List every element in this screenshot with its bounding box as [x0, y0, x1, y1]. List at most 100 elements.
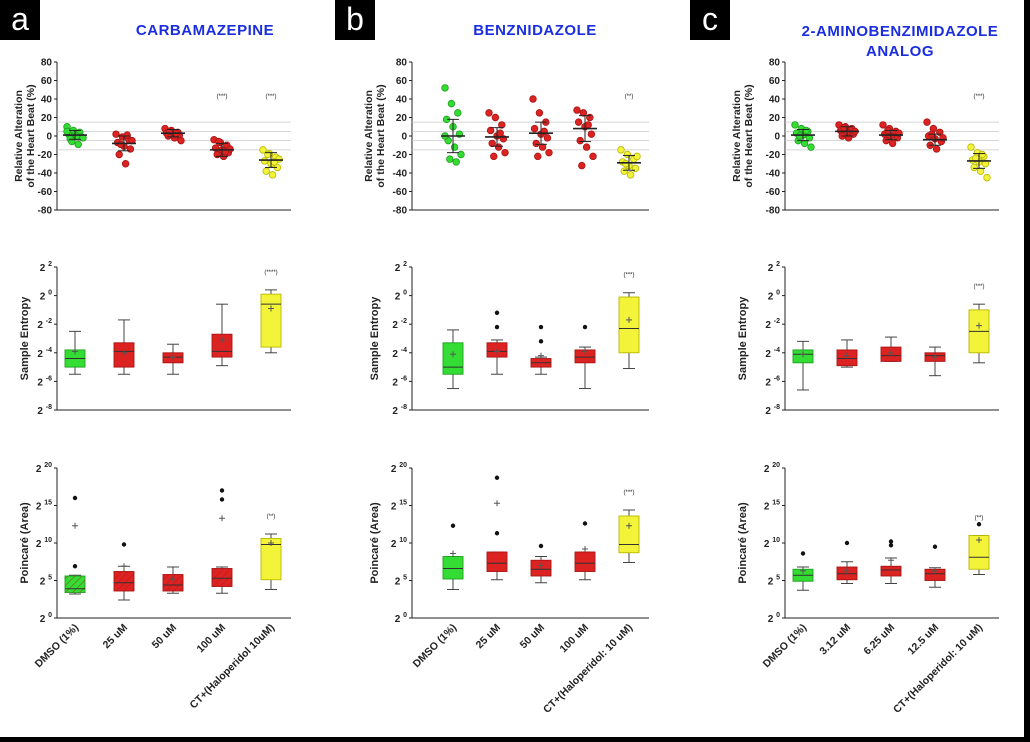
- outlier-point: [582, 324, 588, 330]
- y-axis-label: Poincaré (Area): [369, 502, 381, 584]
- data-point: [587, 130, 596, 138]
- y-tick-label: 2 -2: [37, 318, 52, 331]
- data-point: [450, 143, 459, 151]
- x-category-label: 100 uM: [194, 621, 228, 655]
- y-axis-label-text: Poincaré (Area): [737, 502, 749, 584]
- x-category-text: 50 uM: [518, 621, 548, 651]
- data-point: [486, 126, 495, 135]
- y-tick-label: 2 0: [768, 290, 780, 303]
- data-point: [446, 155, 454, 163]
- y-tick-label: 2 10: [36, 537, 52, 550]
- y-tick-label: 2 -8: [765, 404, 780, 417]
- data-point: [617, 146, 625, 154]
- box-hatch: [163, 574, 183, 591]
- y-axis-label-line2: of the Heart Beat (%): [25, 84, 37, 187]
- data-point: [501, 148, 509, 157]
- data-point: [177, 136, 185, 145]
- data-point: [796, 132, 804, 140]
- x-category-text: 100 uM: [194, 621, 228, 655]
- y-tick-label: 20: [41, 113, 53, 124]
- y-tick-label: 2 -4: [392, 347, 407, 360]
- outlier-point: [494, 475, 500, 480]
- y-tick-label: -80: [766, 206, 781, 217]
- data-point: [488, 139, 496, 148]
- y-tick-label: -20: [38, 150, 53, 161]
- data-point: [535, 109, 544, 117]
- x-category-text: 12.5 uM: [905, 621, 941, 657]
- x-category-label: DMSO (1%): [411, 622, 460, 671]
- x-category-text: CT+(Haloperidol: 10 uM): [891, 622, 985, 716]
- outlier-point: [888, 539, 894, 544]
- y-tick-label: -20: [393, 150, 408, 161]
- data-point: [888, 139, 897, 148]
- box: [880, 565, 902, 577]
- x-category-text: 100 uM: [557, 621, 591, 655]
- y-tick-label: 2 -6: [392, 375, 407, 388]
- data-point: [259, 146, 267, 154]
- y-tick-label: 2 -8: [37, 404, 52, 417]
- x-category-label: CT+(Haloperidol 10uM): [188, 622, 278, 712]
- x-category-text: DMSO (1%): [761, 622, 810, 671]
- outlier-point: [538, 339, 544, 344]
- y-axis-label: Relative Alteration of the Heart Beat (%): [13, 84, 37, 187]
- y-tick-label: 2 2: [395, 261, 407, 274]
- y-tick-label: 2 15: [391, 500, 407, 513]
- y-tick-label: -40: [766, 169, 781, 180]
- box: [442, 556, 464, 580]
- y-tick-label: -80: [38, 206, 53, 217]
- x-category-text: DMSO (1%): [411, 622, 460, 671]
- data-point: [115, 150, 123, 159]
- y-axis-label-text: Sample Entropy: [369, 296, 381, 381]
- x-category-label: DMSO (1%): [33, 622, 82, 671]
- y-tick-label: 2 -2: [392, 318, 407, 331]
- data-point: [623, 150, 632, 159]
- y-axis-label-line2: of the Heart Beat (%): [375, 84, 387, 187]
- box: [618, 296, 640, 354]
- y-tick-label: 80: [769, 58, 781, 69]
- outlier-point: [800, 551, 806, 556]
- y-tick-label: 0: [401, 132, 407, 143]
- y-tick-label: 2 5: [768, 575, 780, 588]
- y-tick-label: -60: [393, 187, 408, 198]
- y-tick-label: 2 20: [391, 462, 407, 475]
- y-tick-label: -20: [766, 150, 781, 161]
- data-point: [268, 171, 277, 179]
- data-point: [452, 158, 460, 166]
- x-category-label: 3.12 uM: [817, 621, 853, 657]
- y-tick-label: 40: [769, 95, 781, 106]
- outlier-point: [538, 543, 544, 549]
- x-category-text: CT+(Haloperidol: 10 uM): [541, 622, 635, 716]
- data-point: [490, 152, 498, 161]
- panel-title-c: 2-AMINOBENZIMIDAZOLE ANALOG: [801, 23, 999, 60]
- significance-label: (**): [267, 514, 276, 520]
- y-axis-label: Sample Entropy: [19, 296, 31, 381]
- x-category-text: 50 uM: [150, 621, 180, 651]
- data-point: [494, 143, 503, 151]
- data-point: [582, 143, 591, 151]
- data-point: [622, 160, 630, 168]
- x-category-label: CT+(Haloperidol: 10 uM): [541, 622, 635, 716]
- box: [486, 551, 508, 572]
- data-point: [457, 150, 465, 159]
- y-tick-label: 2 -6: [37, 375, 52, 388]
- y-tick-label: 40: [396, 95, 408, 106]
- box: [968, 535, 990, 570]
- y-tick-label: 2 0: [395, 290, 407, 303]
- data-point: [970, 163, 978, 172]
- outlier-point: [582, 521, 588, 526]
- y-tick-label: 2 -2: [765, 318, 780, 331]
- outlier-point: [219, 488, 225, 493]
- y-tick-label: 2 5: [40, 575, 52, 588]
- outlier-point: [494, 310, 500, 315]
- y-tick-label: 2 20: [36, 462, 52, 475]
- data-point: [262, 167, 270, 175]
- x-category-label: 100 uM: [557, 621, 591, 655]
- y-tick-label: 2 0: [395, 612, 407, 625]
- box: [618, 515, 640, 554]
- data-point: [529, 95, 537, 103]
- data-point: [620, 167, 628, 175]
- y-axis-label-text: Sample Entropy: [737, 296, 749, 381]
- x-category-text: CT+(Haloperidol 10uM): [188, 622, 278, 712]
